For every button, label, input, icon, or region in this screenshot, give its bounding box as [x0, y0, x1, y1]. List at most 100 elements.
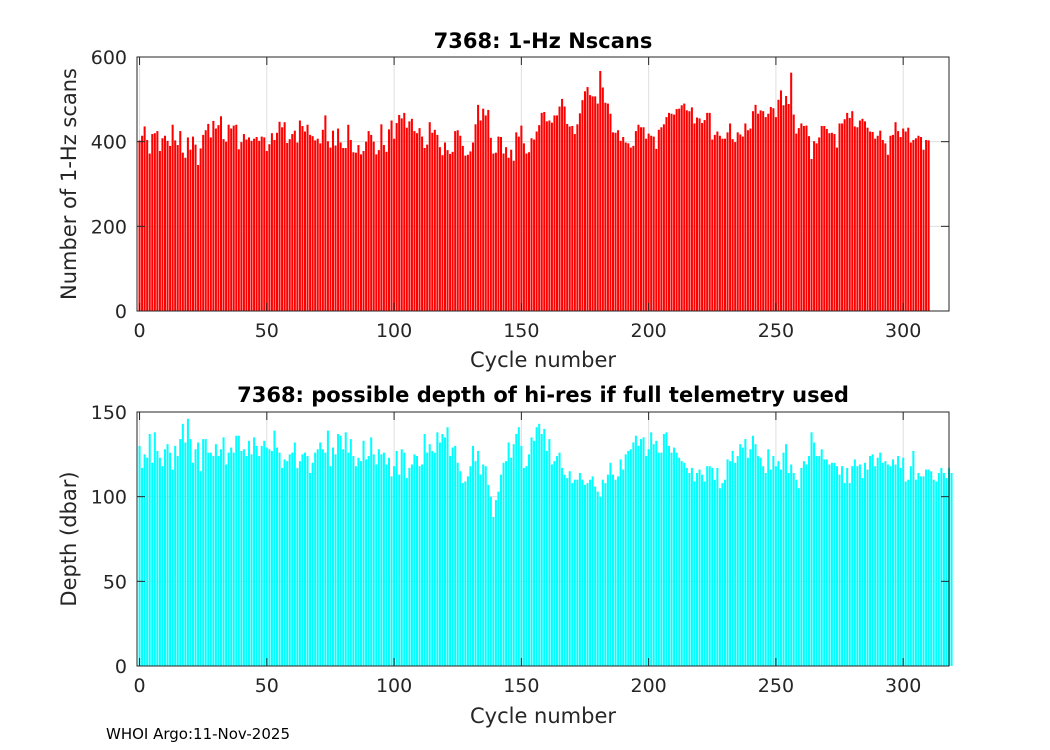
bar: [352, 152, 355, 311]
bar: [927, 469, 930, 666]
bar: [533, 139, 536, 311]
bar: [897, 131, 900, 311]
bar: [517, 136, 520, 311]
bar: [380, 454, 383, 666]
bar: [688, 111, 691, 311]
bar: [441, 434, 444, 666]
bar: [515, 434, 518, 666]
bar: [443, 437, 447, 666]
bar: [377, 150, 380, 311]
bar: [161, 138, 164, 311]
bar: [601, 479, 604, 666]
bar: [706, 112, 709, 311]
bar: [739, 444, 742, 666]
bar: [385, 151, 388, 311]
bar: [324, 452, 327, 666]
bar: [583, 91, 587, 311]
y-tick-label: 200: [91, 216, 127, 238]
bar: [438, 442, 441, 666]
bar: [344, 148, 347, 311]
bar: [662, 434, 665, 666]
bar: [609, 113, 612, 311]
bar: [807, 456, 811, 666]
bar: [772, 108, 775, 311]
bar: [698, 118, 701, 311]
bar: [179, 131, 182, 311]
bar: [764, 117, 767, 311]
bar: [398, 115, 401, 311]
bar: [561, 467, 564, 666]
bar: [431, 450, 434, 666]
bar: [797, 488, 800, 666]
bar: [375, 464, 378, 666]
bar: [418, 128, 421, 311]
bar: [935, 481, 938, 666]
bar: [683, 462, 686, 666]
bar: [293, 130, 296, 311]
bar: [451, 447, 454, 666]
bar: [138, 445, 141, 666]
bar: [141, 467, 144, 666]
bar: [283, 122, 286, 311]
bar: [922, 149, 925, 311]
bar: [222, 139, 225, 311]
y-axis-label: Depth (dbar): [57, 471, 81, 606]
bar: [942, 472, 945, 666]
bar: [283, 459, 286, 666]
bar: [410, 118, 413, 311]
bar: [639, 439, 643, 666]
bar: [825, 459, 828, 666]
bar: [296, 142, 299, 311]
bar: [767, 449, 770, 666]
bar: [894, 464, 897, 666]
bar: [680, 461, 683, 666]
bar: [387, 129, 391, 311]
bar: [158, 457, 161, 666]
bar: [751, 435, 755, 666]
bar: [245, 139, 248, 311]
bar: [884, 143, 887, 311]
x-tick-label: 0: [133, 320, 145, 342]
y-tick-label: 150: [91, 402, 127, 424]
bar: [576, 124, 579, 311]
bar: [543, 428, 546, 666]
bar: [874, 466, 877, 666]
bar: [535, 131, 538, 311]
bar: [342, 148, 345, 311]
bar: [881, 462, 884, 666]
bar: [469, 151, 472, 311]
bar: [400, 118, 403, 311]
bar: [469, 466, 472, 666]
bar: [581, 479, 584, 666]
bar: [617, 476, 620, 666]
bar: [744, 123, 747, 312]
x-tick-label: 300: [885, 320, 921, 342]
chart-title: 7368: 1-Hz Nscans: [434, 29, 653, 53]
y-tick-label: 50: [103, 571, 127, 593]
bar: [395, 123, 398, 311]
bar: [166, 444, 169, 666]
bar: [321, 449, 324, 666]
bar: [657, 129, 660, 311]
bar: [876, 457, 879, 666]
bar: [721, 483, 724, 666]
bar: [464, 155, 467, 311]
bar: [912, 450, 915, 666]
bar: [823, 126, 826, 311]
bar: [825, 128, 828, 311]
bar: [611, 132, 615, 311]
bar: [632, 442, 635, 666]
bar: [306, 456, 309, 666]
bar: [390, 120, 393, 311]
bar: [820, 449, 823, 666]
chart-nscans: 0 50 100 150 200 250 300 0 200 400 600 7368: 1-Hz …: [57, 29, 950, 372]
bar: [698, 469, 701, 666]
bar: [311, 462, 314, 666]
bar: [627, 143, 630, 311]
bar: [914, 479, 917, 666]
bar: [604, 102, 607, 311]
bar: [932, 479, 935, 666]
bar: [153, 432, 156, 666]
bar: [303, 452, 307, 666]
bar: [415, 133, 419, 311]
